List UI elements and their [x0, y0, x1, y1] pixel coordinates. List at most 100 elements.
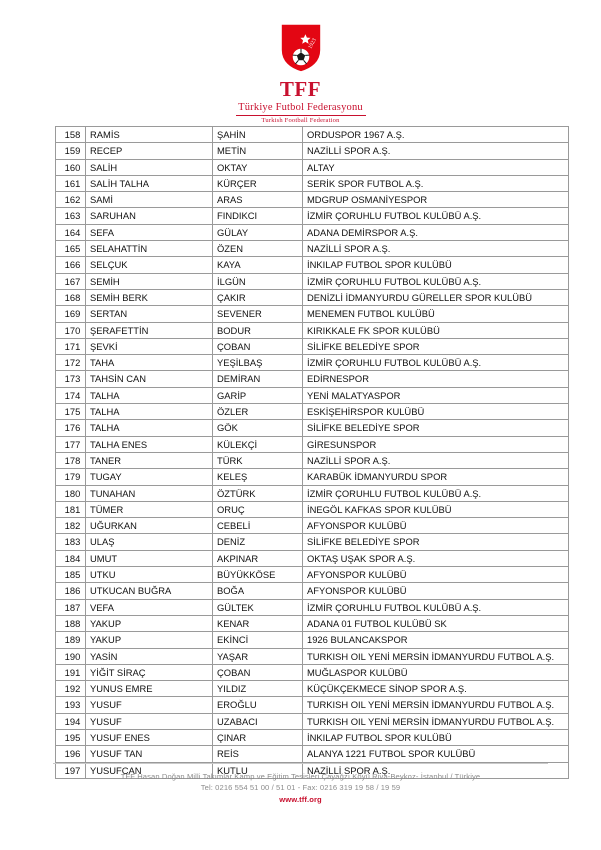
- cell-club: MDGRUP OSMANİYESPOR: [302, 191, 569, 209]
- cell-club: TURKISH OIL YENİ MERSİN İDMANYURDU FUTBO…: [302, 712, 569, 730]
- cell-last-name: GÜLTEK: [212, 598, 303, 616]
- cell-no: 182: [55, 517, 86, 535]
- cell-club: İZMİR ÇORUHLU FUTBOL KULÜBÜ A.Ş.: [302, 272, 569, 290]
- cell-last-name: KAYA: [212, 256, 303, 274]
- cell-club: İNKILAP FUTBOL SPOR KULÜBÜ: [302, 728, 569, 747]
- table-row: 178 TANER TÜRK NAZİLLİ SPOR A.Ş.: [55, 451, 569, 470]
- cell-last-name: CEBELİ: [212, 517, 303, 535]
- cell-last-name: ÖZTÜRK: [212, 484, 303, 502]
- cell-first-name: ŞEVKİ: [85, 337, 213, 356]
- cell-no: 161: [55, 174, 86, 193]
- cell-club: İZMİR ÇORUHLU FUTBOL KULÜBÜ A.Ş.: [302, 354, 569, 372]
- cell-club: SİLİFKE BELEDİYE SPOR: [302, 337, 569, 356]
- cell-no: 170: [55, 321, 86, 339]
- cell-last-name: KELEŞ: [212, 468, 303, 486]
- cell-club: SİLİFKE BELEDİYE SPOR: [302, 533, 569, 551]
- table-row: 185 UTKU BÜYÜKKÖSE AFYONSPOR KULÜBÜ: [55, 566, 569, 584]
- cell-no: 164: [55, 223, 86, 242]
- cell-club: ALTAY: [302, 158, 569, 176]
- cell-first-name: YUSUF ENES: [85, 728, 213, 747]
- table-row: 166 SELÇUK KAYA İNKILAP FUTBOL SPOR KULÜBÜ: [55, 256, 569, 274]
- table-row: 188 YAKUP KENAR ADANA 01 FUTBOL KULÜBÜ SK: [55, 614, 569, 633]
- cell-first-name: TUNAHAN: [85, 484, 213, 502]
- cell-first-name: YAKUP: [85, 614, 213, 633]
- footer-website-link[interactable]: www.tff.org: [279, 795, 322, 804]
- cell-no: 194: [55, 712, 86, 730]
- cell-first-name: YUNUS EMRE: [85, 680, 213, 698]
- table-row: 184 UMUT AKPINAR OKTAŞ UŞAK SPOR A.Ş.: [55, 549, 569, 568]
- svg-text:1923: 1923: [307, 37, 318, 50]
- cell-club: 1926 BULANCAKSPOR: [302, 631, 569, 649]
- table-row: 168 SEMİH BERK ÇAKIR DENİZLİ İDMANYURDU GÜR…: [55, 288, 569, 307]
- cell-club: EDİRNESPOR: [302, 370, 569, 388]
- table-row: 182 UĞURKAN CEBELİ AFYONSPOR KULÜBÜ: [55, 517, 569, 535]
- cell-club: KARABÜK İDMANYURDU SPOR: [302, 468, 569, 486]
- header-divider: [235, 115, 366, 117]
- cell-last-name: YAŞAR: [212, 647, 303, 665]
- cell-last-name: ORUÇ: [212, 500, 303, 519]
- cell-no: 184: [55, 549, 86, 568]
- cell-no: 195: [55, 728, 86, 747]
- cell-no: 168: [55, 288, 86, 307]
- cell-club: İZMİR ÇORUHLU FUTBOL KULÜBÜ A.Ş.: [302, 484, 569, 502]
- cell-last-name: KÜLEKÇİ: [212, 435, 303, 453]
- cell-no: 196: [55, 745, 86, 763]
- cell-first-name: SAMİ: [85, 191, 213, 209]
- cell-no: 178: [55, 451, 86, 470]
- table-row: 189 YAKUP EKİNCİ 1926 BULANCAKSPOR: [55, 631, 569, 649]
- cell-first-name: TALHA: [85, 419, 213, 437]
- cell-club: KÜÇÜKÇEKMECE SİNOP SPOR A.Ş.: [302, 680, 569, 698]
- cell-no: 180: [55, 484, 86, 502]
- cell-last-name: İLGÜN: [212, 272, 303, 290]
- cell-club: SİLİFKE BELEDİYE SPOR: [302, 419, 569, 437]
- cell-no: 192: [55, 680, 86, 698]
- footer-address: TFF Hasan Doğan Milli Takımlar Kamp ve E…: [120, 772, 481, 781]
- cell-first-name: YİĞİT SİRAÇ: [85, 663, 213, 682]
- cell-first-name: TALHA: [85, 403, 213, 421]
- table-row: 195 YUSUF ENES ÇINAR İNKILAP FUTBOL SPOR KU…: [55, 728, 569, 747]
- cell-club: OKTAŞ UŞAK SPOR A.Ş.: [302, 549, 569, 568]
- cell-first-name: YASİN: [85, 647, 213, 665]
- cell-no: 158: [55, 125, 86, 144]
- cell-first-name: YAKUP: [85, 631, 213, 649]
- cell-club: AFYONSPOR KULÜBÜ: [302, 566, 569, 584]
- cell-first-name: SEFA: [85, 223, 213, 242]
- cell-last-name: ÇOBAN: [212, 663, 303, 682]
- cell-club: MUĞLASPOR KULÜBÜ: [302, 663, 569, 682]
- cell-last-name: GÖK: [212, 419, 303, 437]
- cell-no: 193: [55, 696, 86, 714]
- federation-name-turkish: Türkiye Futbol Federasyonu: [238, 102, 363, 113]
- cell-first-name: RAMİS: [85, 125, 213, 144]
- cell-no: 177: [55, 435, 86, 453]
- table-row: 194 YUSUF UZABACI TURKISH OIL YENİ MERSİN İ…: [55, 712, 569, 730]
- cell-last-name: REİS: [212, 745, 303, 763]
- cell-no: 191: [55, 663, 86, 682]
- federation-name-english: Turkish Football Federation: [261, 117, 340, 125]
- table-row: 181 TÜMER ORUÇ İNEGÖL KAFKAS SPOR KULÜBÜ: [55, 500, 569, 519]
- cell-no: 185: [55, 566, 86, 584]
- table-row: 161 SALİH TALHA KÜRÇER SERİK SPOR FUTBOL A.…: [55, 174, 569, 193]
- cell-first-name: ŞERAFETTİN: [85, 321, 213, 339]
- table-row: 183 ULAŞ DENİZ SİLİFKE BELEDİYE SPOR: [55, 533, 569, 551]
- cell-no: 163: [55, 207, 86, 225]
- cell-club: ADANA 01 FUTBOL KULÜBÜ SK: [302, 614, 569, 633]
- table-row: 167 SEMİH İLGÜN İZMİR ÇORUHLU FUTBOL KULÜBÜ…: [55, 272, 569, 290]
- cell-last-name: BOĞA: [212, 582, 303, 600]
- table-row: 190 YASİN YAŞAR TURKISH OIL YENİ MERSİN İDM…: [55, 647, 569, 665]
- cell-first-name: RECEP: [85, 142, 213, 160]
- cell-no: 159: [55, 142, 86, 160]
- cell-no: 175: [55, 403, 86, 421]
- table-row: 179 TUGAY KELEŞ KARABÜK İDMANYURDU SPOR: [55, 468, 569, 486]
- tff-crest-icon: 1923: [279, 22, 323, 74]
- cell-last-name: FINDIKCI: [212, 207, 303, 225]
- table-row: 186 UTKUCAN BUĞRA BOĞA AFYONSPOR KULÜBÜ: [55, 582, 569, 600]
- table-row: 163 SARUHAN FINDIKCI İZMİR ÇORUHLU FUTBOL K…: [55, 207, 569, 225]
- cell-last-name: ÇAKIR: [212, 288, 303, 307]
- cell-first-name: UTKUCAN BUĞRA: [85, 582, 213, 600]
- cell-last-name: BÜYÜKKÖSE: [212, 566, 303, 584]
- cell-no: 186: [55, 582, 86, 600]
- cell-first-name: TÜMER: [85, 500, 213, 519]
- table-row: 158 RAMİS ŞAHİN ORDUSPOR 1967 A.Ş.: [55, 125, 569, 144]
- cell-club: İNEGÖL KAFKAS SPOR KULÜBÜ: [302, 500, 569, 519]
- footer-contact: Tel: 0216 554 51 00 / 51 01 - Fax: 0216 …: [200, 783, 401, 792]
